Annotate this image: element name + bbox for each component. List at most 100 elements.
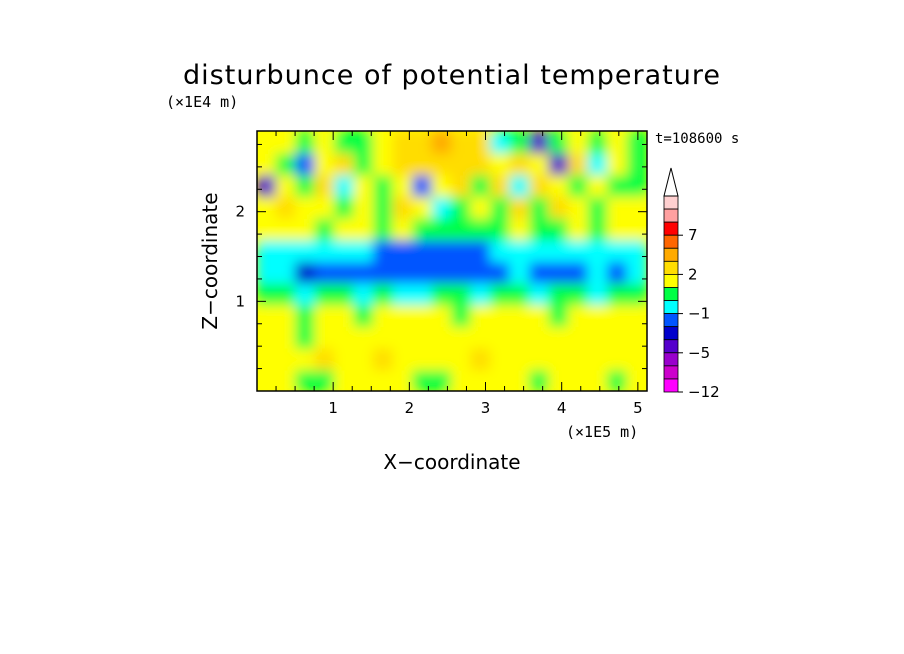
field-cell (587, 346, 609, 371)
field-cell (373, 325, 395, 349)
field-cell (587, 173, 609, 197)
field-cell (392, 325, 414, 349)
field-cell (373, 238, 395, 262)
field-cell (529, 131, 551, 154)
field-cell (607, 238, 629, 262)
field-cell (295, 173, 317, 197)
field-cell (607, 216, 629, 241)
field-cell (548, 260, 570, 284)
colorbar-swatch (663, 300, 679, 314)
field-cell (490, 151, 512, 176)
y-unit-label: (×1E4 m) (166, 93, 238, 111)
field-cell (626, 151, 647, 176)
field-cell (275, 368, 297, 391)
field-cell (431, 303, 453, 327)
field-cell (412, 151, 434, 176)
field-cell (626, 346, 647, 371)
field-cell (412, 195, 434, 219)
field-cell (490, 173, 512, 197)
field-cell (451, 346, 473, 371)
field-cell (470, 131, 492, 154)
field-cell (314, 325, 336, 349)
field-cell (626, 195, 647, 219)
field-cell (353, 303, 375, 327)
field-cell (568, 346, 590, 371)
field-cell (392, 260, 414, 284)
field-cell (529, 151, 551, 176)
field-cell (607, 325, 629, 349)
field-cell (490, 260, 512, 284)
field-cell (490, 303, 512, 327)
field-cell (626, 303, 647, 327)
field-cell (353, 173, 375, 197)
field-cell (568, 303, 590, 327)
field-cell (431, 216, 453, 241)
x-unit-label: (×1E5 m) (566, 423, 638, 441)
field-cell (607, 368, 629, 391)
field-cell (451, 325, 473, 349)
colorbar-swatch (663, 221, 679, 236)
field-cell (587, 195, 609, 219)
field-cell (548, 195, 570, 219)
field-cell (548, 368, 570, 391)
field-cell (529, 195, 551, 219)
field-cell (568, 260, 590, 284)
field-cell (373, 260, 395, 284)
field-cell (529, 281, 551, 306)
field-cell (509, 260, 531, 284)
field-cell (353, 238, 375, 262)
field-cell (568, 325, 590, 349)
field-cell (626, 260, 647, 284)
y-axis-label: Z−coordinate (198, 192, 222, 329)
field-cell (353, 325, 375, 349)
field-cell (431, 131, 453, 154)
field-cell (509, 346, 531, 371)
field-cell (295, 346, 317, 371)
field-cell (295, 260, 317, 284)
field-cell (295, 281, 317, 306)
field-cell (334, 173, 356, 197)
field-cell (470, 346, 492, 371)
field-cell (451, 303, 473, 327)
field-cell (275, 325, 297, 349)
field-cell (548, 346, 570, 371)
field-cell (314, 346, 336, 371)
field-cell (334, 325, 356, 349)
colorbar-swatch (663, 208, 679, 223)
field-cell (314, 173, 336, 197)
contour-field (257, 131, 647, 391)
field-cell (607, 346, 629, 371)
time-label: t=108600 s (655, 131, 739, 147)
field-cell (431, 173, 453, 197)
x-tick-label: 1 (328, 399, 338, 417)
field-cell (470, 238, 492, 262)
field-cell (451, 238, 473, 262)
field-cell (373, 281, 395, 306)
field-cell (626, 325, 647, 349)
field-cell (529, 346, 551, 371)
x-tick-label: 5 (633, 399, 643, 417)
field-cell (373, 173, 395, 197)
field-cell (587, 303, 609, 327)
field-cell (412, 260, 434, 284)
field-cell (607, 260, 629, 284)
field-cell (587, 260, 609, 284)
field-cell (509, 325, 531, 349)
field-cell (451, 173, 473, 197)
field-cell (334, 260, 356, 284)
field-cell (470, 260, 492, 284)
field-cell (392, 131, 414, 154)
field-cell (314, 216, 336, 241)
field-cell (607, 281, 629, 306)
field-cell (257, 216, 278, 241)
field-cell (373, 131, 395, 154)
field-cell (412, 281, 434, 306)
field-cell (334, 346, 356, 371)
field-cell (275, 238, 297, 262)
field-cell (392, 216, 414, 241)
field-cell (353, 195, 375, 219)
y-tick-label: 2 (235, 203, 245, 221)
field-cell (373, 151, 395, 176)
field-cell (548, 173, 570, 197)
field-cell (529, 303, 551, 327)
